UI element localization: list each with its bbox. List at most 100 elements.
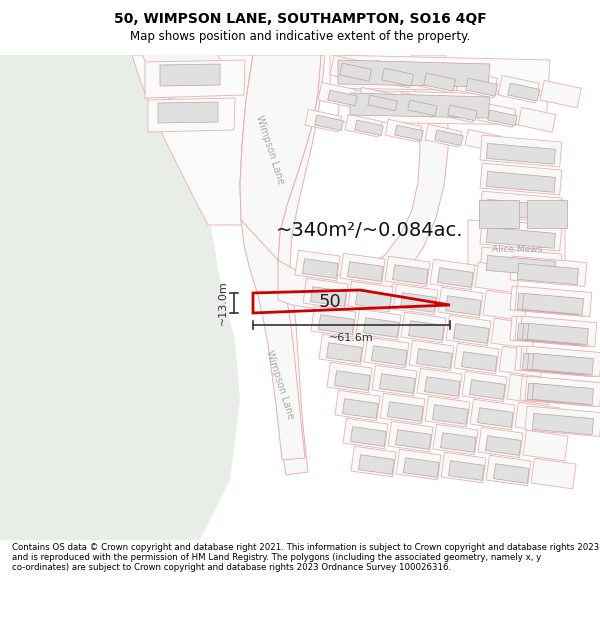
Polygon shape [478, 102, 516, 127]
Polygon shape [527, 383, 589, 404]
Polygon shape [0, 55, 600, 540]
Polygon shape [303, 278, 348, 309]
Polygon shape [433, 424, 478, 455]
Polygon shape [364, 338, 409, 368]
Polygon shape [425, 124, 461, 147]
Polygon shape [318, 82, 356, 107]
Polygon shape [438, 98, 476, 122]
Text: 50: 50 [319, 293, 341, 311]
Polygon shape [311, 306, 356, 337]
Polygon shape [527, 200, 567, 228]
Polygon shape [499, 346, 544, 377]
Polygon shape [142, 35, 230, 100]
Polygon shape [380, 393, 425, 424]
Polygon shape [372, 61, 413, 88]
Polygon shape [343, 399, 378, 418]
Polygon shape [351, 446, 396, 477]
Polygon shape [480, 191, 562, 223]
Polygon shape [350, 427, 386, 446]
Polygon shape [343, 418, 388, 449]
Polygon shape [335, 371, 370, 391]
Polygon shape [515, 316, 592, 346]
Polygon shape [540, 81, 581, 108]
Polygon shape [523, 293, 583, 314]
Polygon shape [416, 349, 452, 368]
Polygon shape [466, 78, 497, 96]
Polygon shape [417, 368, 462, 399]
Polygon shape [338, 60, 490, 87]
Polygon shape [330, 56, 371, 83]
Polygon shape [449, 461, 484, 481]
Polygon shape [327, 362, 372, 393]
Polygon shape [240, 55, 321, 460]
Polygon shape [507, 374, 552, 405]
Polygon shape [398, 92, 436, 118]
Polygon shape [456, 71, 497, 98]
Polygon shape [0, 55, 240, 540]
Text: ~61.6m: ~61.6m [329, 333, 374, 343]
Polygon shape [487, 171, 556, 192]
Polygon shape [486, 455, 531, 486]
Polygon shape [388, 421, 433, 452]
Polygon shape [468, 220, 565, 270]
Polygon shape [396, 449, 441, 480]
Polygon shape [523, 323, 583, 344]
Polygon shape [368, 95, 397, 111]
Polygon shape [148, 98, 235, 132]
Polygon shape [338, 90, 548, 125]
Polygon shape [480, 219, 562, 251]
Polygon shape [424, 73, 455, 91]
Polygon shape [388, 402, 423, 421]
Polygon shape [517, 293, 578, 314]
Polygon shape [356, 309, 401, 340]
Text: Map shows position and indicative extent of the property.: Map shows position and indicative extent… [130, 30, 470, 43]
Polygon shape [520, 316, 597, 346]
Polygon shape [240, 55, 448, 308]
Polygon shape [440, 432, 476, 452]
Polygon shape [0, 55, 210, 240]
Polygon shape [478, 408, 513, 428]
Polygon shape [483, 290, 528, 321]
Polygon shape [485, 436, 521, 456]
Polygon shape [326, 342, 362, 362]
Polygon shape [462, 371, 507, 402]
Polygon shape [517, 263, 578, 284]
Polygon shape [532, 383, 593, 404]
Polygon shape [393, 284, 438, 315]
Polygon shape [480, 247, 562, 279]
Polygon shape [409, 321, 444, 341]
Polygon shape [470, 380, 505, 399]
Polygon shape [319, 315, 354, 334]
Polygon shape [479, 200, 519, 228]
Polygon shape [371, 346, 407, 366]
Polygon shape [340, 253, 385, 284]
Polygon shape [311, 287, 346, 306]
Polygon shape [345, 114, 382, 137]
Text: Contains OS data © Crown copyright and database right 2021. This information is : Contains OS data © Crown copyright and d… [12, 542, 599, 572]
Polygon shape [520, 376, 597, 406]
Polygon shape [515, 402, 560, 433]
Polygon shape [532, 353, 593, 374]
Polygon shape [372, 365, 417, 396]
Polygon shape [364, 318, 399, 338]
Polygon shape [404, 458, 439, 478]
Polygon shape [433, 405, 468, 424]
Polygon shape [425, 377, 460, 396]
Polygon shape [491, 318, 536, 349]
Text: 50, WIMPSON LANE, SOUTHAMPTON, SO16 4QF: 50, WIMPSON LANE, SOUTHAMPTON, SO16 4QF [113, 12, 487, 26]
Polygon shape [328, 90, 357, 106]
Polygon shape [392, 265, 428, 284]
Polygon shape [470, 399, 515, 430]
Polygon shape [487, 228, 556, 248]
Polygon shape [518, 107, 556, 132]
Polygon shape [494, 464, 529, 483]
Polygon shape [382, 68, 413, 86]
Polygon shape [305, 109, 341, 132]
Polygon shape [401, 292, 436, 312]
Polygon shape [408, 100, 437, 116]
Polygon shape [487, 199, 556, 220]
Polygon shape [385, 256, 430, 287]
Polygon shape [145, 60, 245, 98]
Polygon shape [395, 125, 423, 141]
Polygon shape [480, 163, 562, 195]
